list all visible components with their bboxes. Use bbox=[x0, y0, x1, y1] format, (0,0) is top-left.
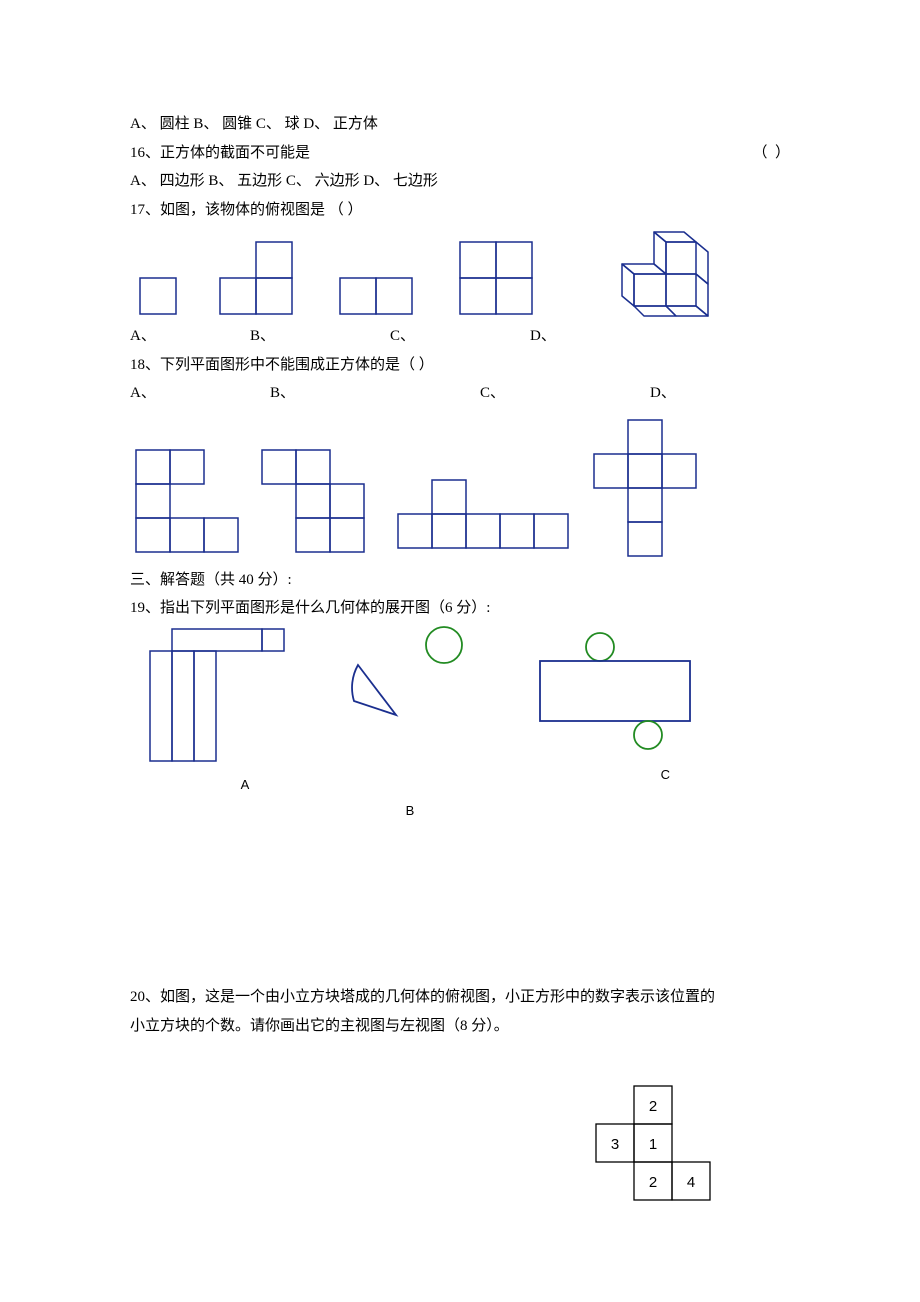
q19-label-b: B bbox=[406, 799, 415, 824]
q17-fig-b bbox=[212, 240, 302, 320]
q20-stem2: 小立方块的个数。请你画出它的主视图与左视图（8 分）。 bbox=[130, 1012, 790, 1041]
q19-stem: 19、指出下列平面图形是什么几何体的展开图（6 分）: bbox=[130, 594, 790, 623]
q18-net-b bbox=[256, 444, 376, 564]
q19-fig-a bbox=[130, 623, 300, 773]
q18-label-a: A、 bbox=[130, 379, 270, 408]
q18-stem: 18、下列平面图形中不能围成正方体的是（ ） bbox=[130, 351, 790, 380]
q19-fig-c bbox=[520, 623, 710, 763]
q20-cell-2: 1 bbox=[649, 1136, 657, 1153]
q20-cell-4: 4 bbox=[687, 1174, 695, 1191]
q17-object-3d bbox=[602, 230, 722, 320]
q19-fig-b bbox=[340, 623, 480, 753]
q16-options: A、 四边形 B、 五边形 C、 六边形 D、 七边形 bbox=[130, 167, 790, 196]
q18-net-a bbox=[130, 444, 240, 564]
q17-label-d: D、 bbox=[530, 322, 556, 351]
q19-label-a: A bbox=[241, 773, 250, 798]
q17-label-a: A、 bbox=[130, 322, 250, 351]
q18-label-d: D、 bbox=[650, 379, 676, 408]
q16-stem: 16、正方体的截面不可能是 bbox=[130, 139, 310, 168]
q17-stem: 17、如图，该物体的俯视图是 （ ） bbox=[130, 196, 790, 225]
q18-net-c bbox=[392, 474, 572, 564]
q18-figures bbox=[130, 414, 790, 564]
q20-cell-0: 2 bbox=[649, 1098, 657, 1115]
q17-label-b: B、 bbox=[250, 322, 390, 351]
q17-fig-c bbox=[332, 248, 422, 320]
q17-label-c: C、 bbox=[390, 322, 530, 351]
q17-figures bbox=[130, 230, 790, 320]
q20-cell-3: 2 bbox=[649, 1174, 657, 1191]
q20-grid: 2 3 1 2 4 bbox=[130, 1080, 790, 1210]
q17-fig-a bbox=[130, 248, 182, 320]
q20-cell-1: 3 bbox=[611, 1136, 619, 1153]
q18-label-c: C、 bbox=[480, 379, 650, 408]
section3-heading: 三、解答题（共 40 分）: bbox=[130, 566, 790, 595]
q18-label-b: B、 bbox=[270, 379, 480, 408]
q19-label-c: C bbox=[661, 763, 670, 788]
q16-line: 16、正方体的截面不可能是 （ ） bbox=[130, 139, 790, 168]
q20-stem1: 20、如图，这是一个由小立方块塔成的几何体的俯视图，小正方形中的数字表示该位置的 bbox=[130, 983, 790, 1012]
q19-figures: A B C bbox=[130, 623, 790, 824]
q17-fig-d bbox=[452, 240, 542, 320]
q18-net-d bbox=[588, 414, 708, 564]
q15-options: A、 圆柱 B、 圆锥 C、 球 D、 正方体 bbox=[130, 110, 790, 139]
q16-paren: （ ） bbox=[752, 139, 790, 168]
